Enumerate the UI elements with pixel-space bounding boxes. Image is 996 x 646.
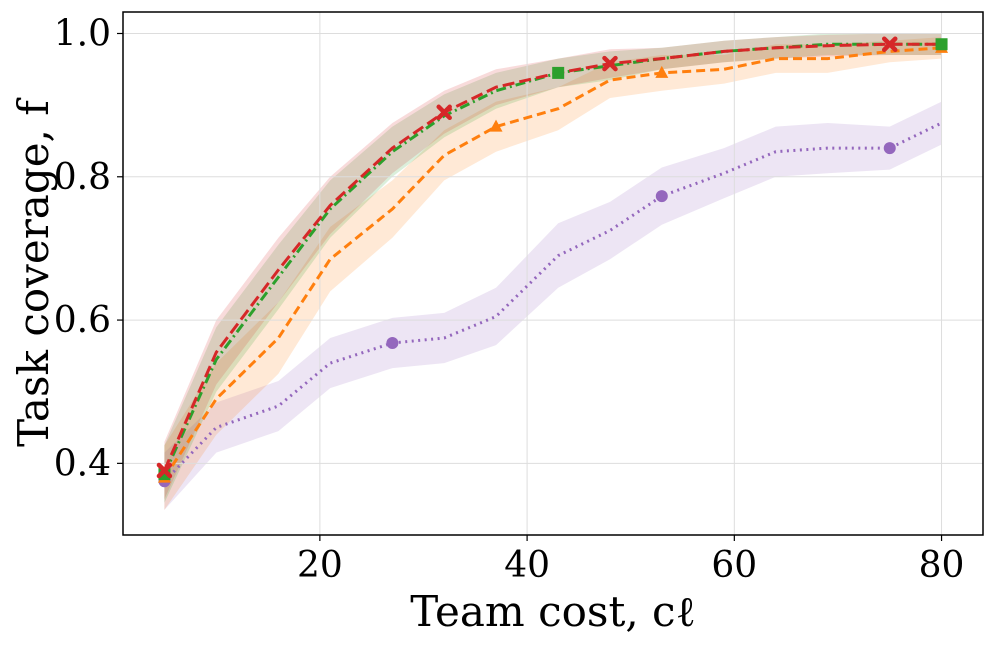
line-purple-dotted bbox=[163, 121, 943, 483]
marker-orange-dashed bbox=[489, 119, 503, 132]
line-orange-dashed bbox=[163, 46, 942, 479]
marker-red-dashed bbox=[156, 462, 173, 479]
x-tick-label: 20 bbox=[297, 545, 343, 586]
marker-purple-dotted bbox=[655, 190, 668, 203]
x-tick-label: 60 bbox=[711, 545, 757, 586]
plot-frame bbox=[122, 11, 984, 536]
y-tick-label: 0.4 bbox=[54, 443, 111, 484]
series-markers bbox=[156, 36, 949, 488]
marker-purple-dotted bbox=[386, 336, 399, 349]
x-tick-label: 40 bbox=[504, 545, 550, 586]
y-tick-label: 1.0 bbox=[54, 13, 111, 54]
band-purple-dotted bbox=[164, 101, 942, 510]
marker-red-dashed bbox=[881, 36, 898, 52]
marker-green-dashdot bbox=[552, 66, 565, 79]
x-tick-label: 80 bbox=[919, 545, 965, 586]
y-tick-label: 0.8 bbox=[54, 157, 111, 198]
marker-orange-dashed bbox=[655, 65, 669, 78]
marker-green-dashdot bbox=[935, 38, 948, 51]
x-axis-label: Team cost, cℓ bbox=[410, 587, 695, 636]
x-axis-ticks: 20 40 60 80 bbox=[297, 535, 964, 586]
marker-purple-dotted bbox=[883, 142, 896, 155]
y-axis-label: Task coverage, f bbox=[9, 97, 58, 447]
y-axis-ticks: 0.4 0.6 0.8 1.0 bbox=[54, 13, 123, 484]
marker-red-dashed bbox=[436, 104, 452, 121]
y-tick-label: 0.6 bbox=[54, 300, 111, 341]
marker-red-dashed bbox=[602, 55, 618, 72]
grid-lines bbox=[123, 12, 983, 535]
